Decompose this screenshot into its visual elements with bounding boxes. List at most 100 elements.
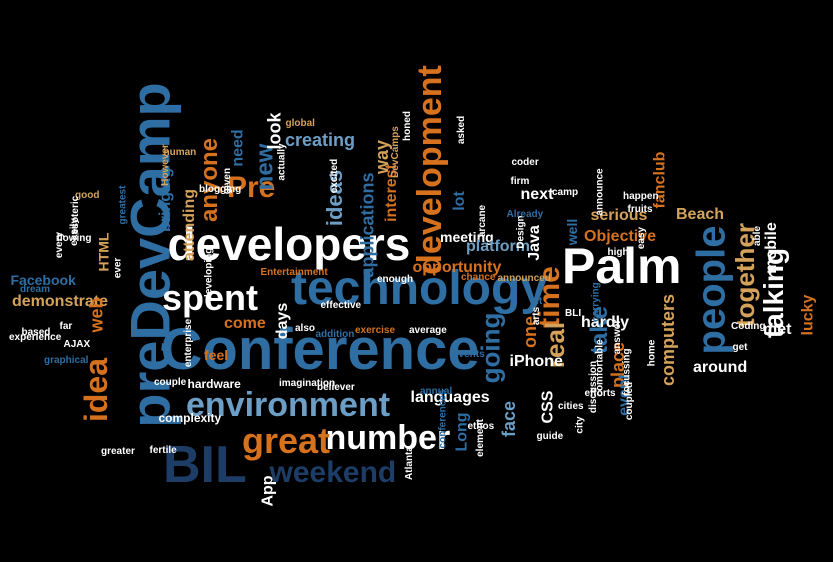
word-arts: arts xyxy=(531,306,543,326)
word-announced: announced xyxy=(497,273,551,284)
word-average: average xyxy=(409,325,447,336)
word-ever: ever xyxy=(111,257,123,279)
word-home: home xyxy=(645,339,657,367)
word-conferences: conferences xyxy=(436,389,448,449)
word-get: get xyxy=(732,342,748,353)
word-developers: developers xyxy=(167,218,411,270)
word-conference: Conference xyxy=(160,317,480,382)
word-carrying: carrying xyxy=(590,282,602,322)
word-chance: chance xyxy=(461,272,496,283)
word-comfortable: comfortable xyxy=(594,339,606,397)
word-addition: addition xyxy=(315,329,355,340)
word-environment: environment xyxy=(186,386,391,424)
word-enough: enough xyxy=(377,274,414,285)
word-human: human xyxy=(163,147,197,158)
word-far: far xyxy=(59,321,73,332)
word-graphical: graphical xyxy=(44,355,89,366)
word-coding: Coding xyxy=(731,321,766,332)
word-opportunity: opportunity xyxy=(412,259,502,276)
word-lot: lot xyxy=(450,191,468,211)
word-java: Java xyxy=(525,225,543,261)
word-going: going xyxy=(474,312,505,384)
word-coder: coder xyxy=(511,157,539,168)
word-efforts: efforts xyxy=(584,388,616,399)
word-iphone: iPhone xyxy=(509,353,563,370)
word-arcane: arcane xyxy=(477,204,489,238)
word-applications: applications xyxy=(357,172,378,278)
word-blogging: blogging xyxy=(199,184,242,195)
word-web: web xyxy=(86,297,107,333)
word-around: around xyxy=(693,359,748,376)
word-coupled: coupled xyxy=(624,381,636,421)
word-element: element xyxy=(474,419,486,457)
word-greatest: greatest xyxy=(116,185,128,225)
word-platform: platform xyxy=(466,238,530,255)
word-well: well xyxy=(564,218,581,246)
word-face: face xyxy=(499,400,520,438)
word-great: great xyxy=(242,420,331,461)
word-ethos: ethos xyxy=(467,421,495,432)
word-creating: creating xyxy=(285,130,356,150)
word-languages: languages xyxy=(410,389,490,406)
word-announce: announce xyxy=(594,168,606,216)
word-bit: bit xyxy=(530,296,543,307)
word-high: high xyxy=(607,247,629,258)
word-new: new xyxy=(250,143,278,191)
word-long: Long xyxy=(453,412,471,452)
word-met: met xyxy=(763,321,792,338)
word-meeting: meeting xyxy=(440,229,494,245)
word-bil: BIL xyxy=(163,436,247,494)
word-hardly: hardly xyxy=(581,314,630,331)
word-pre: Pre xyxy=(227,171,276,204)
word-html: HTML xyxy=(94,232,111,272)
word-developing: developing xyxy=(202,247,214,301)
word-number: number xyxy=(325,419,451,457)
word-objective: Objective xyxy=(584,228,657,245)
word-fruits: fruits xyxy=(627,204,653,215)
word-entertainment: Entertainment xyxy=(260,267,328,278)
word-computers: computers xyxy=(658,293,679,387)
word-able: able xyxy=(752,225,764,247)
word-exercise: exercise xyxy=(355,325,396,336)
word-city: city xyxy=(574,416,586,434)
word-honed: honed xyxy=(402,111,413,141)
word-couple: couple xyxy=(154,377,187,388)
word-days: days xyxy=(274,302,292,340)
word-camp: camp xyxy=(552,187,579,198)
word-come: come xyxy=(224,315,266,332)
word-atlanta: Atlanta xyxy=(403,446,415,480)
word-weekend: weekend xyxy=(269,456,397,489)
word-need: need xyxy=(229,129,247,167)
word-mobile: mobile xyxy=(762,222,780,274)
word-imagination: imagination xyxy=(279,378,336,389)
word-asked: asked xyxy=(456,115,468,145)
word-ajax: AJAX xyxy=(63,339,91,350)
word-annual: annual xyxy=(420,386,453,397)
word-easy: easy xyxy=(636,226,648,250)
word-beach: Beach xyxy=(676,206,725,223)
word-greater: greater xyxy=(101,446,135,457)
word-experience: experience xyxy=(9,332,62,343)
word-facebook: Facebook xyxy=(10,272,76,288)
word-believer: believer xyxy=(317,382,355,393)
word-devcamps: DevCamps xyxy=(389,126,401,178)
word-effective: effective xyxy=(320,300,362,311)
word-firm: firm xyxy=(510,176,530,187)
word-also: also xyxy=(295,323,316,334)
word-serious: serious xyxy=(590,207,648,224)
word-actually: actually xyxy=(276,143,288,181)
word-excited: excited xyxy=(329,158,341,194)
word-demonstrate: demonstrate xyxy=(12,293,109,310)
word-feel: feel xyxy=(204,347,229,363)
word-technology: technology xyxy=(291,262,548,315)
word-global: global xyxy=(285,118,315,129)
word-predevcamp: preDevCamp xyxy=(118,82,182,428)
word-design: Design xyxy=(515,215,527,249)
word-enterprise: enterprise xyxy=(183,318,195,368)
word-flowing: flowing xyxy=(56,233,92,244)
word-based: based xyxy=(21,327,51,338)
word-however: However xyxy=(159,144,171,186)
word-cities: cities xyxy=(558,401,584,412)
word-anyone: anyone xyxy=(196,137,224,223)
